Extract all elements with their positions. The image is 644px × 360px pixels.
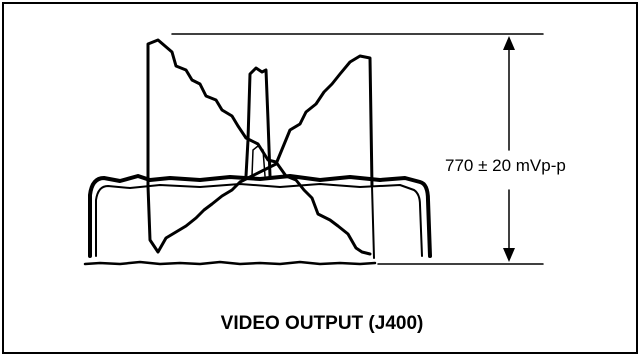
- amplitude-label: 770 ± 20 mVp-p: [442, 154, 569, 178]
- trace-right-edge: [371, 185, 375, 259]
- figure-caption: VIDEO OUTPUT (J400): [220, 313, 424, 334]
- trace-staircase-descending: [146, 38, 372, 256]
- trace-baseline: [83, 260, 377, 266]
- trace-pedestal-inner: [95, 183, 423, 257]
- trace-center-pulse: [244, 66, 272, 178]
- trace-center-pulse-inner: [251, 145, 266, 177]
- trace-pedestal-outer: [88, 174, 432, 258]
- trace-staircase-ascending: [146, 54, 374, 254]
- amplitude-arrowhead-bottom: [503, 248, 515, 262]
- amplitude-arrowhead-top: [503, 36, 515, 50]
